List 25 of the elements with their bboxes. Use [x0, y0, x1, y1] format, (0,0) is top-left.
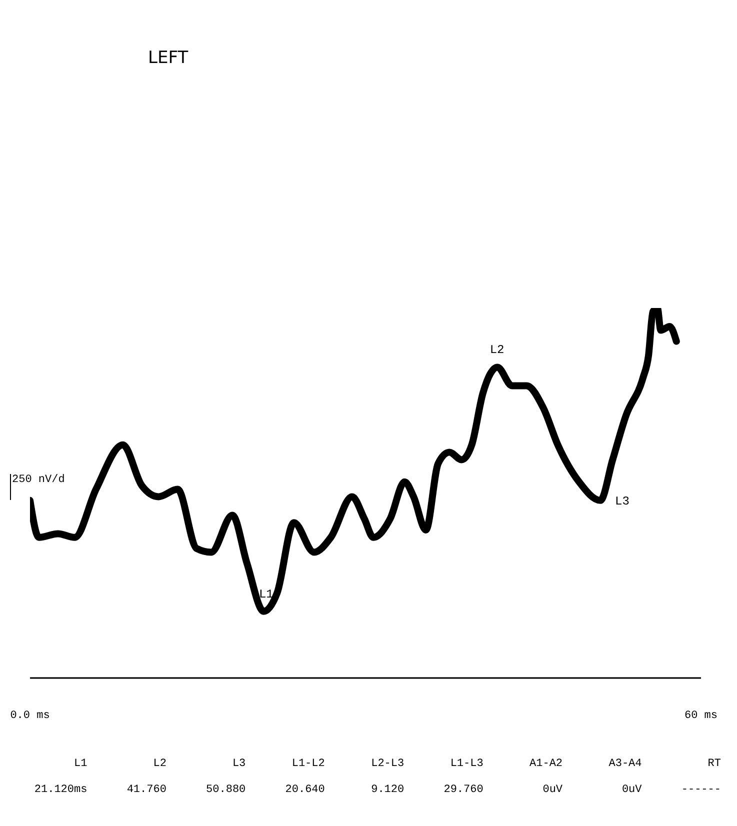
x-tick-label: 60 ms — [684, 710, 718, 722]
text: A3-A4 — [608, 758, 642, 770]
chart-title: LEFT — [148, 48, 188, 68]
text: 9.120 — [370, 784, 404, 796]
text: 50.880 — [205, 784, 246, 796]
annotation: L1 — [258, 587, 274, 602]
annotation: L3 — [615, 494, 630, 509]
text: L1-L2 — [290, 758, 325, 770]
text: 20.640 — [284, 784, 325, 796]
text: L2 — [152, 758, 166, 770]
annotation: L2 — [490, 343, 504, 358]
text: 41.760 — [126, 784, 166, 796]
text: ------ — [680, 784, 721, 796]
annotation: 250 nV/d — [10, 474, 65, 500]
text: L1 — [73, 758, 88, 770]
text: 0uV — [620, 784, 642, 796]
text: RT — [706, 758, 721, 770]
text: L2-L3 — [370, 758, 404, 770]
text: 0uV — [542, 784, 563, 796]
text: L3 — [231, 758, 246, 770]
text: A1-A2 — [528, 758, 563, 770]
text: 29.760 — [442, 784, 484, 796]
x-tick-label: 0.0 ms — [10, 710, 50, 722]
text: L1-L3 — [449, 758, 484, 770]
text: 21.120ms — [33, 784, 88, 796]
